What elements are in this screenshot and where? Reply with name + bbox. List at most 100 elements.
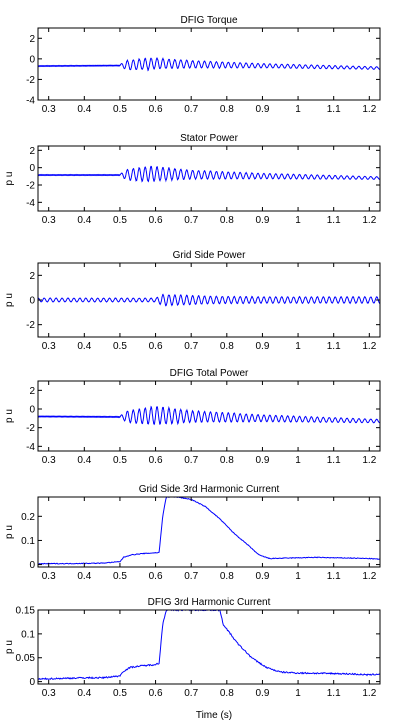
x-tick-label: 0.8 <box>220 341 234 352</box>
y-tick-label: -4 <box>26 96 35 107</box>
axes-box <box>37 496 381 568</box>
series-line <box>38 293 380 307</box>
x-tick-label: 0.6 <box>149 215 163 226</box>
y-axis-label: p u <box>4 293 15 307</box>
x-tick-label: 0.3 <box>42 688 56 699</box>
x-tick-label: 0.7 <box>184 571 198 582</box>
axes-box <box>37 27 381 101</box>
series-line <box>38 405 380 426</box>
x-tick-label: 1 <box>295 688 301 699</box>
y-tick-label: -2 <box>26 75 35 86</box>
x-tick-label: 0.6 <box>149 341 163 352</box>
subplot-4: DFIG Total Power 0.3 0.4 0.5 0.6 0.7 0.8 0.9 1 1.… <box>4 368 381 466</box>
x-tick-label: 1.2 <box>362 688 376 699</box>
y-tick-label: 0.1 <box>21 629 35 640</box>
x-tick-label: 1.2 <box>362 571 376 582</box>
subplot-stack: DFIG Torque 0.3 0.4 0.5 0.6 0.7 0.8 0.9 1 1.1 1.2 2… <box>4 15 381 699</box>
axes-box <box>37 609 381 685</box>
x-tick-label: 0.3 <box>42 215 56 226</box>
x-tick-label: 1.1 <box>327 571 341 582</box>
y-tick-label: 0.1 <box>21 536 35 547</box>
subplot-title: Grid Side 3rd Harmonic Current <box>139 484 280 495</box>
x-tick-label: 0.5 <box>113 341 127 352</box>
x-tick-label: 1 <box>295 571 301 582</box>
x-tick-label: 1.2 <box>362 104 376 115</box>
y-tick-label: 0 <box>29 163 35 174</box>
x-tick-label: 0.7 <box>184 688 198 699</box>
x-tick-label: 0.5 <box>113 455 127 466</box>
y-tick-label: 0.2 <box>21 512 35 523</box>
x-tick-label: 0.5 <box>113 571 127 582</box>
series-line <box>38 165 380 183</box>
y-tick-label: 0.05 <box>16 653 36 664</box>
x-tick-label: 0.4 <box>77 688 91 699</box>
x-tick-label: 0.9 <box>255 688 269 699</box>
series-line <box>38 610 380 681</box>
y-tick-label: 2 <box>29 146 35 157</box>
x-tick-label: 0.9 <box>255 341 269 352</box>
subplot-6: DFIG 3rd Harmonic Current 0.3 0.4 0.5 0.6 0.7… <box>4 597 381 699</box>
y-tick-label: 0 <box>29 296 35 307</box>
x-tick-label: 0.5 <box>113 215 127 226</box>
x-tick-label: 1.1 <box>327 688 341 699</box>
x-tick-label: 1.2 <box>362 341 376 352</box>
y-tick-label: 0 <box>29 560 35 571</box>
x-tick-label: 0.5 <box>113 688 127 699</box>
y-axis-label: p u <box>4 409 15 423</box>
x-tick-label: 1 <box>295 341 301 352</box>
x-tick-label: 0.4 <box>77 341 91 352</box>
x-tick-label: 0.6 <box>149 104 163 115</box>
x-tick-label: 1 <box>295 215 301 226</box>
y-tick-label: 2 <box>29 271 35 282</box>
x-tick-label: 1.2 <box>362 215 376 226</box>
y-tick-label: 0 <box>29 54 35 65</box>
subplot-2: Stator Power 0.3 0.4 0.5 0.6 0.7 0.8 0.9 1 1.1 1.2… <box>4 133 381 226</box>
x-tick-label: 0.7 <box>184 215 198 226</box>
x-tick-label: 0.5 <box>113 104 127 115</box>
y-axis-label: p u <box>4 525 15 539</box>
x-tick-label: 0.8 <box>220 455 234 466</box>
subplot-title: Stator Power <box>180 133 238 144</box>
x-tick-label: 0.4 <box>77 571 91 582</box>
axes-box <box>37 380 381 452</box>
x-tick-label: 0.7 <box>184 341 198 352</box>
x-tick-label: 0.8 <box>220 571 234 582</box>
y-tick-label: -2 <box>26 423 35 434</box>
y-axis-label: p u <box>4 640 15 654</box>
x-tick-label: 0.3 <box>42 104 56 115</box>
x-tick-label: 1.1 <box>327 341 341 352</box>
y-tick-label: 0 <box>29 405 35 416</box>
x-tick-label: 1.1 <box>327 455 341 466</box>
y-tick-label: -2 <box>26 181 35 192</box>
x-tick-label: 0.8 <box>220 215 234 226</box>
subplot-3: Grid Side Power 0.3 0.4 0.5 0.6 0.7 0.8 0.9 1 1.1… <box>4 250 381 352</box>
x-tick-label: 1.2 <box>362 455 376 466</box>
x-tick-label: 0.6 <box>149 688 163 699</box>
y-tick-label: 2 <box>29 34 35 45</box>
x-tick-label: 1 <box>295 104 301 115</box>
x-tick-label: 0.8 <box>220 688 234 699</box>
x-tick-label: 0.3 <box>42 571 56 582</box>
x-tick-label: 0.6 <box>149 571 163 582</box>
y-tick-label: 2 <box>29 386 35 397</box>
subplot-title: DFIG Torque <box>180 15 237 26</box>
subplot-1: DFIG Torque 0.3 0.4 0.5 0.6 0.7 0.8 0.9 1 1.1 1.2 2… <box>26 15 381 115</box>
axes-box <box>37 145 381 212</box>
x-tick-label: 0.9 <box>255 104 269 115</box>
y-tick-label: -2 <box>26 320 35 331</box>
y-axis-label: p u <box>4 172 15 186</box>
x-tick-label: 0.7 <box>184 455 198 466</box>
y-tick-label: 0.15 <box>16 606 36 617</box>
x-tick-label: 0.7 <box>184 104 198 115</box>
x-tick-label: 0.4 <box>77 455 91 466</box>
series-line <box>38 497 380 565</box>
x-tick-label: 0.9 <box>255 455 269 466</box>
subplot-title: DFIG Total Power <box>170 368 249 379</box>
x-tick-label: 1.1 <box>327 215 341 226</box>
x-tick-label: 0.8 <box>220 104 234 115</box>
x-tick-label: 0.6 <box>149 455 163 466</box>
x-tick-label: 0.9 <box>255 571 269 582</box>
x-tick-label: 0.3 <box>42 455 56 466</box>
subplot-5: Grid Side 3rd Harmonic Current 0.3 0.4 0.5 0… <box>4 484 381 582</box>
